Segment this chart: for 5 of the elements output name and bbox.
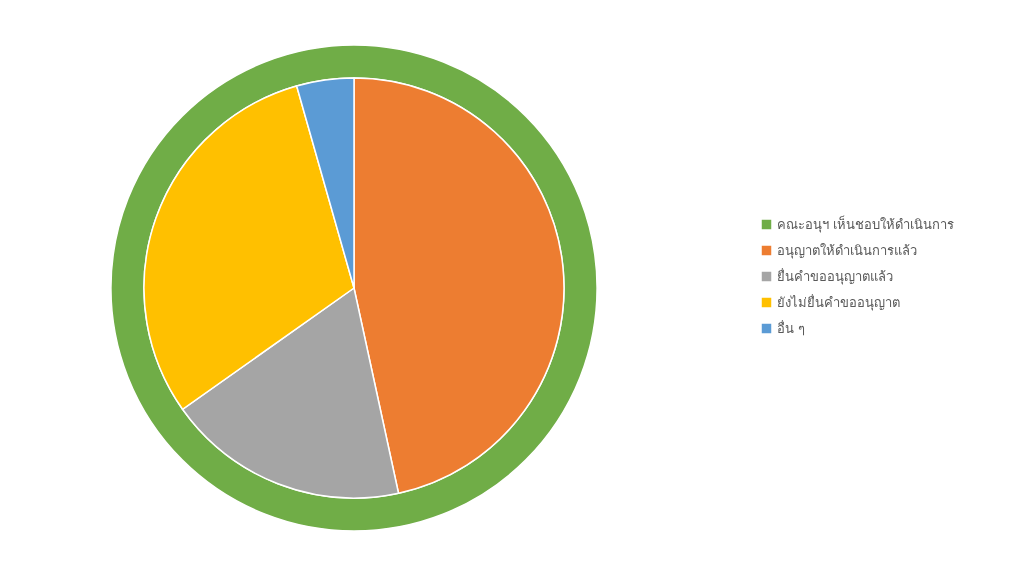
legend-label: คณะอนุฯ เห็นชอบให้ดำเนินการ [777, 214, 955, 233]
legend-label: อนุญาตให้ดำเนินการแล้ว [777, 242, 917, 259]
legend-label: ยื่นคำขออนุญาตแล้ว [777, 267, 893, 285]
legend-label: อื่น ๆ [777, 319, 806, 336]
legend-label: ยังไม่ยื่นคำขออนุญาต [777, 293, 900, 311]
